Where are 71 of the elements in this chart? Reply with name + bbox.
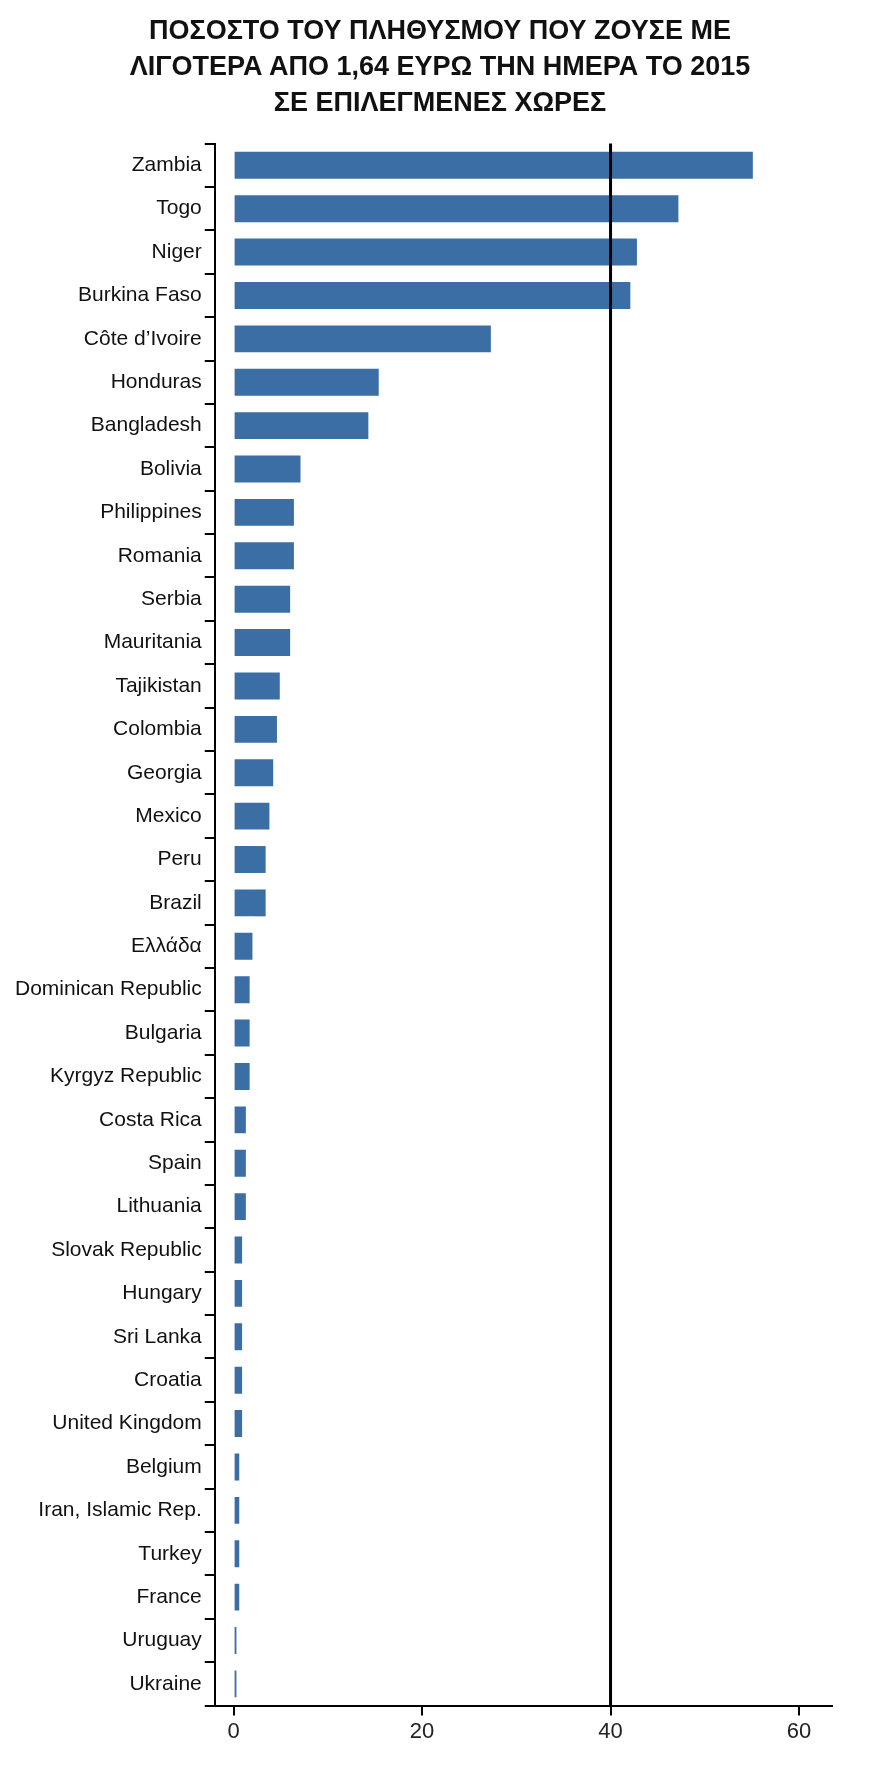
bar [234,585,291,613]
y-tick-label: Togo [156,195,202,219]
bar [234,846,266,873]
y-tick-label: Uruguay [122,1627,203,1651]
y-tick-label: France [136,1583,202,1607]
y-tick-label: Georgia [127,759,203,783]
y-tick-label: Ελλάδα [131,933,202,957]
y-tick-label: United Kingdom [52,1410,202,1434]
y-tick-label: Mauritania [103,629,203,653]
y-tick-label: Burkina Faso [78,282,202,306]
bar [234,1366,243,1394]
y-tick-label: Spain [148,1150,202,1174]
y-tick-label: Tajikistan [115,672,202,696]
y-tick-label: Ukraine [129,1670,202,1694]
y-tick-label: Niger [151,238,202,262]
y-tick-label: Honduras [110,369,202,393]
y-tick-label: Côte d’Ivoire [83,325,202,349]
bar [234,932,253,960]
bar [234,759,274,787]
y-tick-label: Philippines [100,499,202,523]
bar [234,151,753,179]
y-tick-label: Hungary [122,1280,203,1304]
bar [234,1019,250,1047]
x-tick-label: 20 [409,1717,435,1743]
bar [234,195,679,223]
bar [234,238,637,266]
bar [234,1279,243,1307]
y-tick-label: Lithuania [116,1193,203,1217]
bar [234,455,301,483]
y-tick-label: Bangladesh [90,412,202,436]
y-tick-label: Serbia [141,585,203,609]
bar [234,368,379,396]
y-tick-label: Peru [157,846,202,870]
bar [234,412,369,440]
y-tick-label: Costa Rica [99,1106,203,1130]
y-tick-label: Croatia [134,1366,203,1390]
bar [234,715,277,743]
y-tick-label: Zambia [131,152,203,176]
y-tick-label: Colombia [113,716,203,740]
bar [234,1410,243,1438]
bar [234,1193,246,1221]
y-tick-label: Belgium [125,1453,202,1477]
bar [234,1106,246,1134]
y-tick-label: Bulgaria [124,1019,203,1043]
y-tick-label: Mexico [135,802,202,826]
y-tick-label: Sri Lanka [113,1323,203,1347]
bar [234,498,294,526]
x-tick-label: 60 [786,1717,812,1743]
y-tick-label: Slovak Republic [51,1236,202,1260]
bar [234,1236,243,1264]
bar [234,672,280,700]
bar [234,1063,250,1090]
x-tick-label: 0 [227,1717,240,1743]
y-tick-label: Romania [117,542,203,566]
y-tick-label: Kyrgyz Republic [50,1063,202,1087]
bar [234,542,294,570]
y-tick-label: Turkey [138,1540,203,1564]
bar [234,889,266,917]
bar [234,629,291,657]
x-tick-label: 40 [598,1717,623,1743]
bar [234,1323,243,1351]
y-tick-label: Brazil [149,889,202,913]
bar [234,1149,246,1177]
bar [234,325,491,353]
y-tick-label: Bolivia [139,455,203,479]
y-tick-label: Dominican Republic [14,976,202,1000]
y-tick-label: Iran, Islamic Rep. [38,1497,202,1521]
bar [234,282,631,309]
bar [234,802,270,830]
bar [234,976,250,1004]
chart-title: ΠΟΣΟΣΤΟ ΤΟΥ ΠΛΗΘΥΣΜΟΥ ΠΟΥ ΖΟΥΣΕ ΜΕ ΛΙΓΟΤΕΡΑ ΑΠΟ 1,64 ΕΥΡΩ ΤΗΝ ΗΜΕΡΑ ΤΟ 2015 ΣΕ ΕΠΙΛΕΓΜΕΝΕΣ ΧΩΡΕΣ [128,14,752,119]
